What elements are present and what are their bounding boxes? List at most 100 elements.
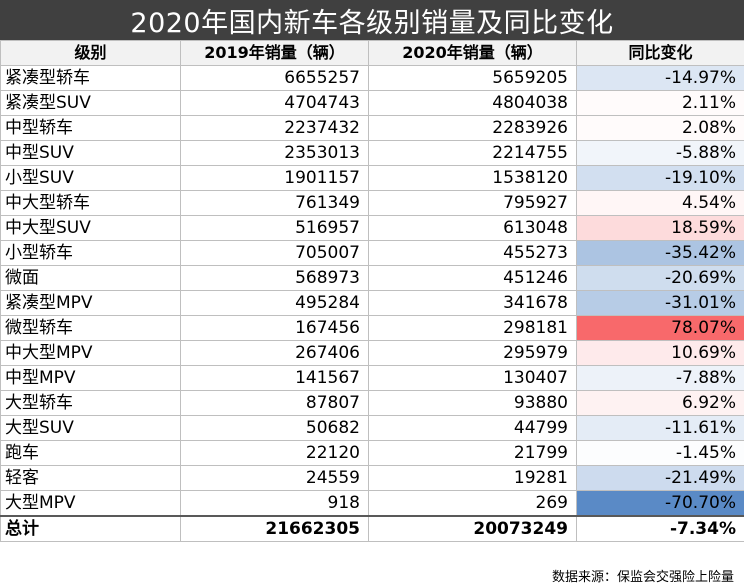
sales-2019-cell: 87807 bbox=[180, 390, 369, 416]
header-level: 级别 bbox=[0, 40, 181, 66]
change-cell: -7.88% bbox=[576, 365, 744, 391]
sales-2020-cell: 795927 bbox=[368, 190, 577, 216]
sales-2020-cell: 341678 bbox=[368, 290, 577, 316]
sales-2019-cell: 495284 bbox=[180, 290, 369, 316]
sales-2019-cell: 918 bbox=[180, 490, 369, 517]
table-row: 大型SUV 50682 44799 -11.61% bbox=[0, 415, 744, 441]
sales-2020-cell: 4804038 bbox=[368, 90, 577, 116]
table-row: 紧凑型轿车 6655257 5659205 -14.97% bbox=[0, 65, 744, 91]
change-cell: 2.11% bbox=[576, 90, 744, 116]
table-row: 微面 568973 451246 -20.69% bbox=[0, 265, 744, 291]
category-cell: 微型轿车 bbox=[0, 315, 181, 341]
sales-2019-cell: 516957 bbox=[180, 215, 369, 241]
table-row: 大型轿车 87807 93880 6.92% bbox=[0, 390, 744, 416]
sales-2019-cell: 1901157 bbox=[180, 165, 369, 191]
category-cell: 中大型轿车 bbox=[0, 190, 181, 216]
sales-2020-cell: 5659205 bbox=[368, 65, 577, 91]
category-cell: 大型SUV bbox=[0, 415, 181, 441]
table-row: 小型SUV 1901157 1538120 -19.10% bbox=[0, 165, 744, 191]
change-cell: 2.08% bbox=[576, 115, 744, 141]
total-change-cell: -7.34% bbox=[576, 515, 744, 542]
table-title: 2020年国内新车各级别销量及同比变化 bbox=[0, 0, 744, 40]
change-cell: 78.07% bbox=[576, 315, 744, 341]
table-row: 紧凑型MPV 495284 341678 -31.01% bbox=[0, 290, 744, 316]
table-row: 跑车 22120 21799 -1.45% bbox=[0, 440, 744, 466]
sales-2020-cell: 451246 bbox=[368, 265, 577, 291]
category-cell: 跑车 bbox=[0, 440, 181, 466]
change-cell: -19.10% bbox=[576, 165, 744, 191]
category-cell: 轻客 bbox=[0, 465, 181, 491]
sales-2020-cell: 2214755 bbox=[368, 140, 577, 166]
category-cell: 大型MPV bbox=[0, 490, 181, 517]
change-cell: -35.42% bbox=[576, 240, 744, 266]
change-cell: 6.92% bbox=[576, 390, 744, 416]
table-row: 中型MPV 141567 130407 -7.88% bbox=[0, 365, 744, 391]
category-cell: 中型轿车 bbox=[0, 115, 181, 141]
sales-2019-cell: 24559 bbox=[180, 465, 369, 491]
sales-2020-cell: 269 bbox=[368, 490, 577, 517]
sales-2020-cell: 19281 bbox=[368, 465, 577, 491]
sales-2020-cell: 44799 bbox=[368, 415, 577, 441]
category-cell: 紧凑型SUV bbox=[0, 90, 181, 116]
category-cell: 中大型MPV bbox=[0, 340, 181, 366]
table-row: 轻客 24559 19281 -21.49% bbox=[0, 465, 744, 491]
category-cell: 中大型SUV bbox=[0, 215, 181, 241]
sales-2020-cell: 130407 bbox=[368, 365, 577, 391]
category-cell: 紧凑型轿车 bbox=[0, 65, 181, 91]
sales-2019-cell: 267406 bbox=[180, 340, 369, 366]
sales-2019-cell: 568973 bbox=[180, 265, 369, 291]
sales-2020-cell: 613048 bbox=[368, 215, 577, 241]
total-sales-2019-cell: 21662305 bbox=[180, 515, 369, 542]
table-row: 中型轿车 2237432 2283926 2.08% bbox=[0, 115, 744, 141]
sales-table: 级别 2019年销量（辆） 2020年销量（辆） 同比变化 紧凑型轿车 66552… bbox=[0, 40, 744, 542]
table-row: 微型轿车 167456 298181 78.07% bbox=[0, 315, 744, 341]
total-row: 总计 21662305 20073249 -7.34% bbox=[0, 515, 744, 542]
change-cell: -31.01% bbox=[576, 290, 744, 316]
category-cell: 中型SUV bbox=[0, 140, 181, 166]
sales-2019-cell: 761349 bbox=[180, 190, 369, 216]
sales-2019-cell: 2353013 bbox=[180, 140, 369, 166]
sales-2020-cell: 295979 bbox=[368, 340, 577, 366]
sales-2019-cell: 167456 bbox=[180, 315, 369, 341]
change-cell: 10.69% bbox=[576, 340, 744, 366]
category-cell: 紧凑型MPV bbox=[0, 290, 181, 316]
change-cell: 4.54% bbox=[576, 190, 744, 216]
sales-2020-cell: 93880 bbox=[368, 390, 577, 416]
header-2020-sales: 2020年销量（辆） bbox=[368, 40, 577, 66]
category-cell: 小型轿车 bbox=[0, 240, 181, 266]
sales-2019-cell: 50682 bbox=[180, 415, 369, 441]
sales-2019-cell: 2237432 bbox=[180, 115, 369, 141]
change-cell: -14.97% bbox=[576, 65, 744, 91]
category-cell: 微面 bbox=[0, 265, 181, 291]
change-cell: -21.49% bbox=[576, 465, 744, 491]
table-row: 小型轿车 705007 455273 -35.42% bbox=[0, 240, 744, 266]
table-row: 中大型MPV 267406 295979 10.69% bbox=[0, 340, 744, 366]
sales-2019-cell: 6655257 bbox=[180, 65, 369, 91]
total-category-cell: 总计 bbox=[0, 515, 181, 542]
sales-2020-cell: 298181 bbox=[368, 315, 577, 341]
sales-2019-cell: 4704743 bbox=[180, 90, 369, 116]
sales-2020-cell: 455273 bbox=[368, 240, 577, 266]
category-cell: 小型SUV bbox=[0, 165, 181, 191]
table-row: 中型SUV 2353013 2214755 -5.88% bbox=[0, 140, 744, 166]
total-sales-2020-cell: 20073249 bbox=[368, 515, 577, 542]
table-row: 中大型SUV 516957 613048 18.59% bbox=[0, 215, 744, 241]
change-cell: -20.69% bbox=[576, 265, 744, 291]
header-yoy-change: 同比变化 bbox=[576, 40, 744, 66]
category-cell: 中型MPV bbox=[0, 365, 181, 391]
sales-2020-cell: 2283926 bbox=[368, 115, 577, 141]
table-row: 紧凑型SUV 4704743 4804038 2.11% bbox=[0, 90, 744, 116]
data-source-note: 数据来源：保监会交强险上险量 bbox=[551, 570, 734, 585]
table-body: 紧凑型轿车 6655257 5659205 -14.97% 紧凑型SUV 4704743 4… bbox=[0, 65, 744, 542]
change-cell: -11.61% bbox=[576, 415, 744, 441]
change-cell: -70.70% bbox=[576, 490, 744, 517]
table-row: 大型MPV 918 269 -70.70% bbox=[0, 490, 744, 517]
sales-2020-cell: 1538120 bbox=[368, 165, 577, 191]
sales-2019-cell: 22120 bbox=[180, 440, 369, 466]
sales-2019-cell: 141567 bbox=[180, 365, 369, 391]
change-cell: -5.88% bbox=[576, 140, 744, 166]
header-row: 级别 2019年销量（辆） 2020年销量（辆） 同比变化 bbox=[0, 40, 744, 66]
change-cell: -1.45% bbox=[576, 440, 744, 466]
category-cell: 大型轿车 bbox=[0, 390, 181, 416]
